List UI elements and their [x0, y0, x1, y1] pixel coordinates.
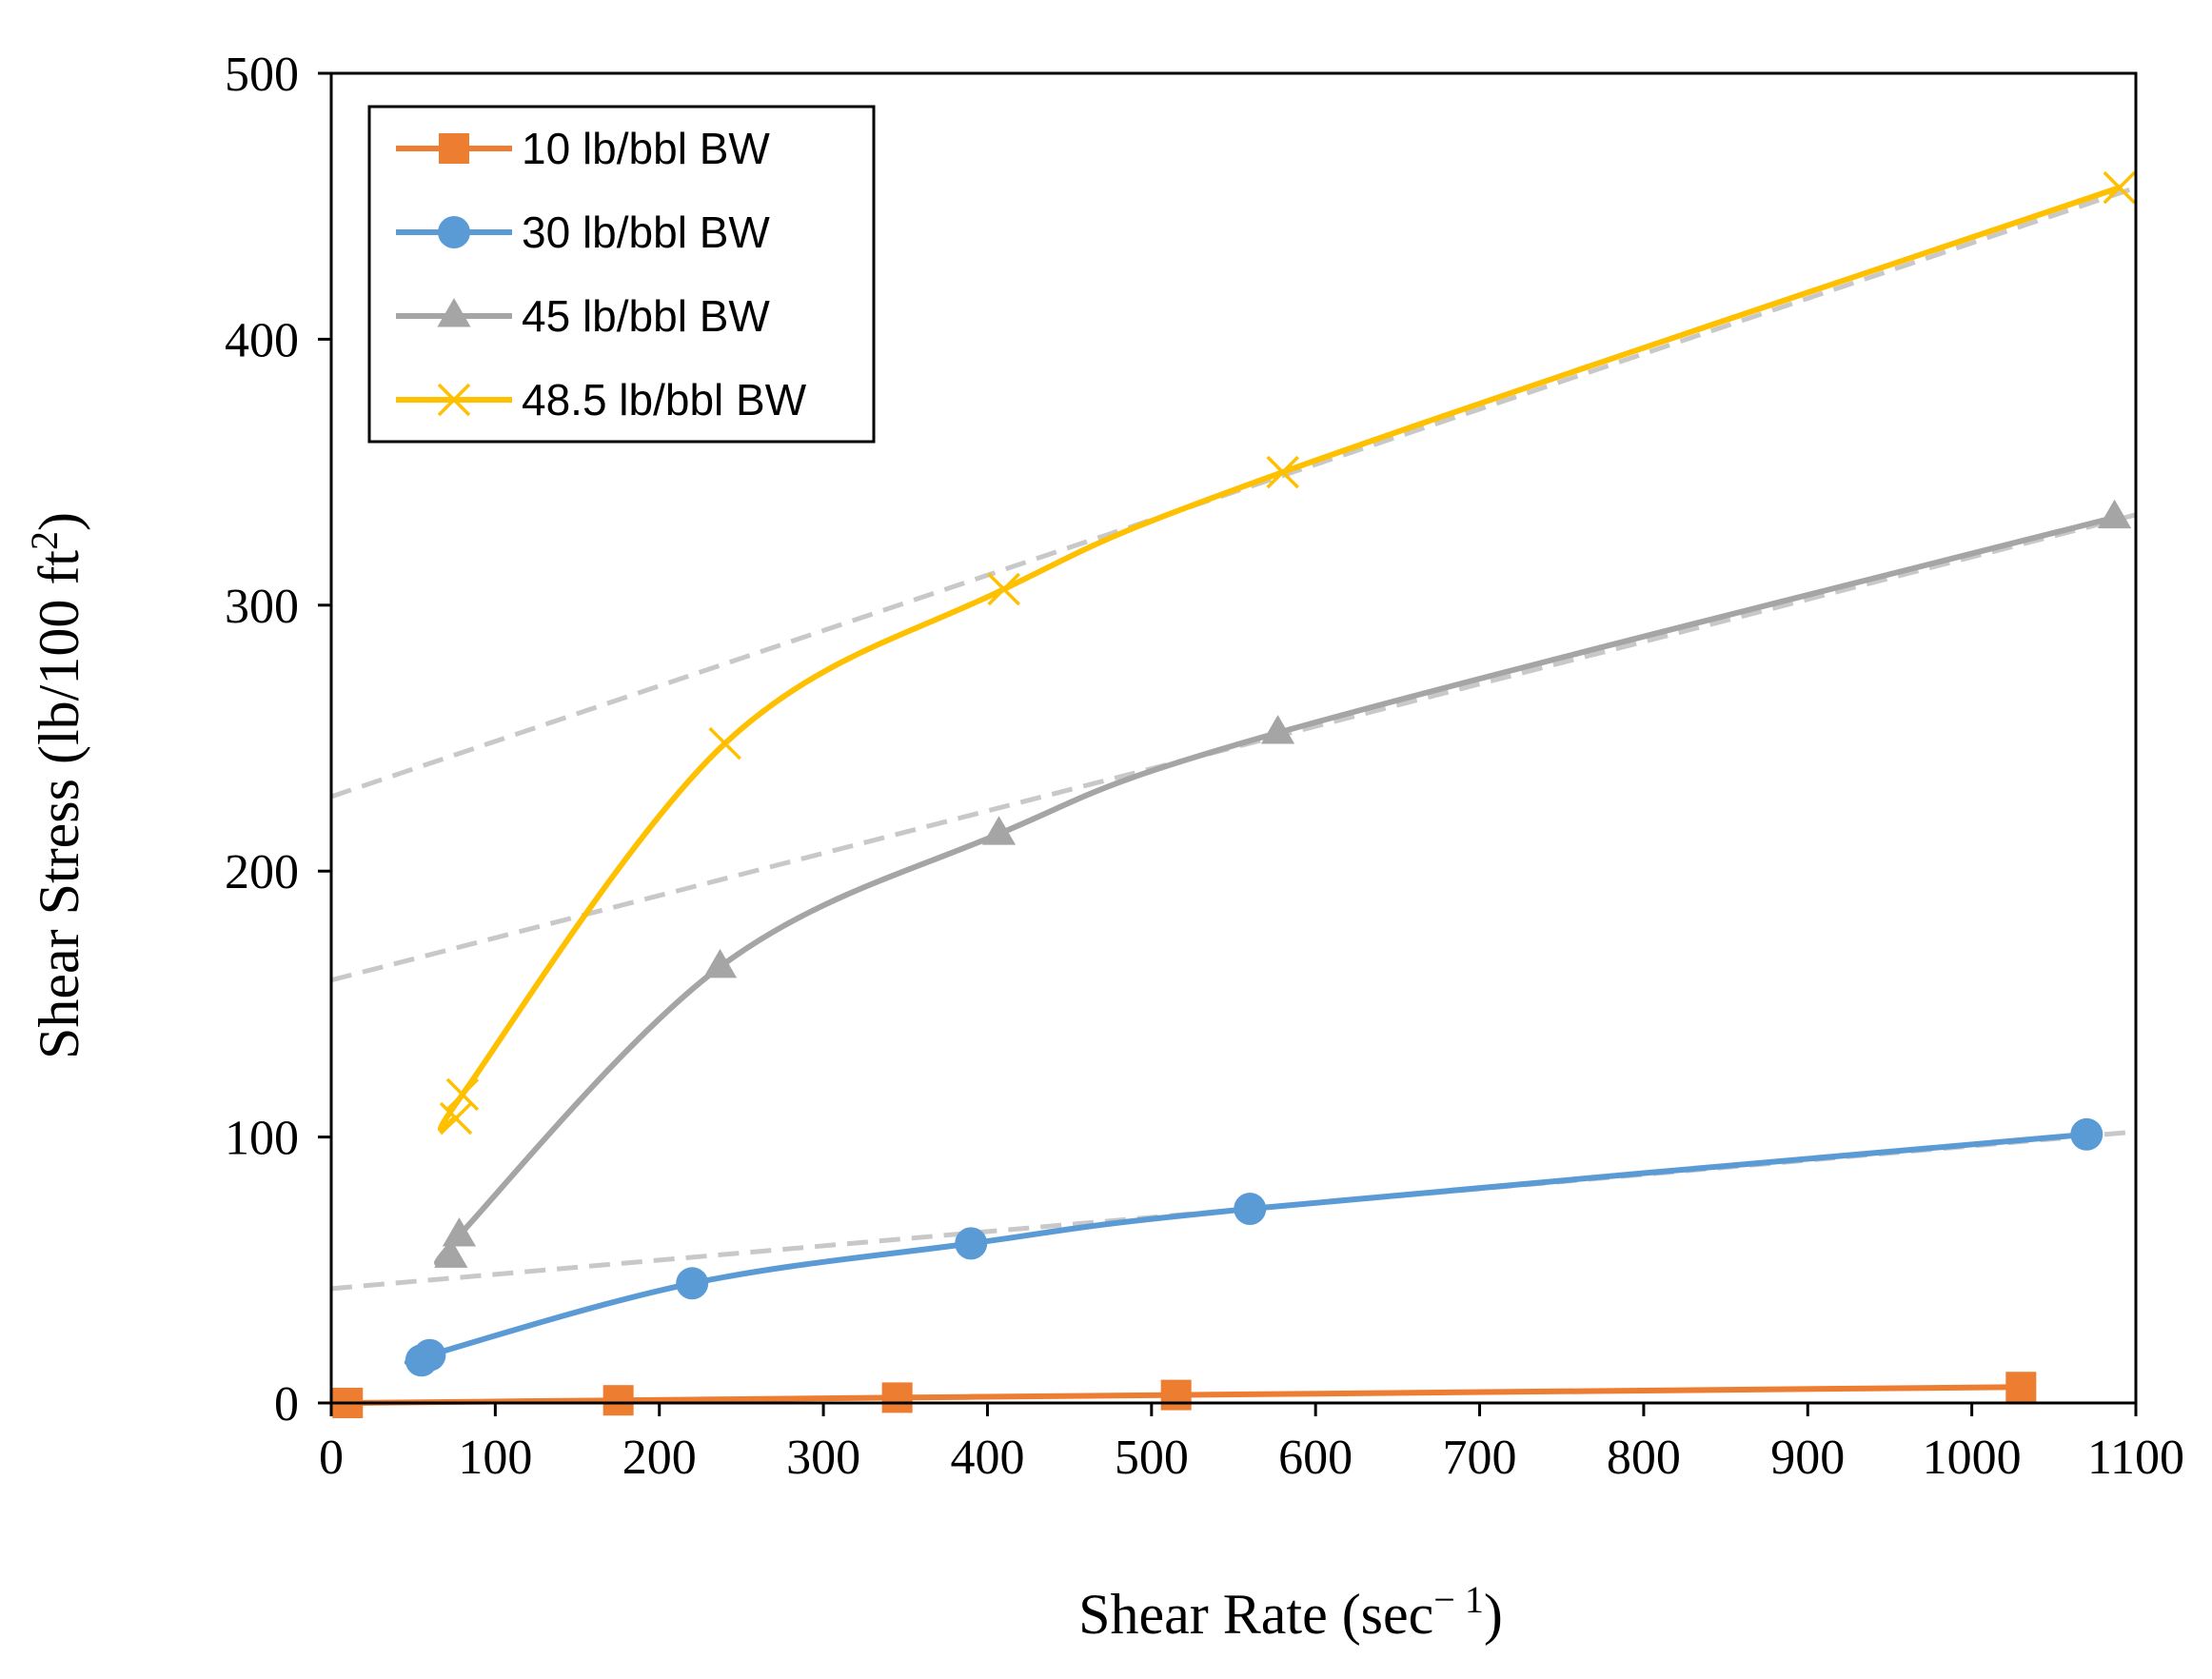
data-point-s3-1 — [434, 1238, 468, 1268]
y-tick-label: 0 — [274, 1377, 299, 1432]
data-point-s4-4 — [987, 572, 1020, 606]
data-point-s3-6 — [2097, 499, 2132, 529]
data-point-s2-4 — [955, 1227, 988, 1260]
data-point-s2-2 — [413, 1338, 446, 1372]
series-line-1 — [345, 1384, 2024, 1406]
y-tick-label: 300 — [225, 580, 299, 634]
y-tick-label: 500 — [225, 48, 299, 102]
x-axis-title-tail: ) — [1484, 1583, 1503, 1646]
legend-marker-2 — [438, 216, 470, 248]
y-axis-title: Shear Stress (lb/100 ft2) — [23, 512, 90, 1059]
data-point-s3-4 — [981, 816, 1017, 845]
legend-label-2: 30 lb/bbl BW — [522, 207, 770, 257]
data-point-s2-3 — [676, 1267, 709, 1300]
data-point-s2-5 — [1234, 1193, 1267, 1226]
plot-area-frame — [329, 71, 2138, 1405]
data-point-s2-6 — [2070, 1117, 2103, 1151]
data-point-s3-2 — [442, 1217, 477, 1247]
data-point-s4-6 — [2103, 170, 2136, 205]
y-tick-label: 400 — [225, 313, 299, 367]
y-tick-label: 100 — [225, 1112, 299, 1166]
legend-label-1: 10 lb/bbl BW — [522, 124, 770, 173]
data-point-s1-2 — [602, 1385, 634, 1416]
data-point-s1-3 — [881, 1382, 913, 1413]
x-axis-title-superscript: − 1 — [1433, 1578, 1484, 1621]
y-axis-title-tail: ) — [28, 512, 90, 531]
legend-marker-1 — [439, 133, 469, 164]
x-tick-label: 800 — [1607, 1431, 1681, 1485]
legend: 10 lb/bbl BW 30 lb/bbl BW 45 lb/bbl BW 48.5… — [367, 105, 876, 444]
legend-label-3: 45 lb/bbl BW — [522, 291, 770, 341]
x-tick-label: 500 — [1115, 1431, 1189, 1485]
data-point-s1-5 — [2005, 1372, 2037, 1403]
x-axis-title: Shear Rate (sec− 1) — [1078, 1578, 1503, 1646]
data-point-s4-1 — [439, 1101, 473, 1136]
x-tick-label: 900 — [1770, 1431, 1845, 1485]
data-point-s4-5 — [1266, 455, 1299, 489]
data-point-s3-5 — [1260, 715, 1295, 744]
y-axis-title-superscript: 2 — [23, 531, 66, 550]
x-tick-label: 200 — [622, 1431, 697, 1485]
y-tick-label: 200 — [225, 845, 299, 899]
legend-marker-4 — [437, 383, 471, 417]
trendline-2 — [330, 512, 2137, 983]
x-tick-label: 600 — [1278, 1431, 1353, 1485]
data-point-s1-4 — [1160, 1379, 1192, 1411]
x-tick-label: 300 — [786, 1431, 860, 1485]
x-tick-label: 1100 — [2087, 1431, 2184, 1485]
data-point-s4-3 — [708, 726, 741, 760]
x-tick-label: 700 — [1443, 1431, 1517, 1485]
series-line-4 — [437, 185, 2123, 1133]
legend-marker-3 — [437, 298, 471, 327]
data-point-s3-3 — [702, 948, 738, 978]
y-axis-title-main: Shear Stress (lb/100 ft — [28, 550, 90, 1059]
x-tick-label: 400 — [950, 1431, 1024, 1485]
data-point-s4-2 — [445, 1077, 480, 1112]
axis-ticks: 0 100 200 300 400 500 600 700 800 900 1000 1100 0 100… — [225, 48, 2184, 1485]
legend-label-4: 48.5 lb/bbl BW — [522, 375, 807, 425]
x-tick-label: 0 — [319, 1431, 344, 1485]
x-axis-title-main: Shear Rate (sec — [1078, 1583, 1433, 1646]
x-tick-label: 100 — [458, 1431, 532, 1485]
x-tick-label: 1000 — [1923, 1431, 2022, 1485]
